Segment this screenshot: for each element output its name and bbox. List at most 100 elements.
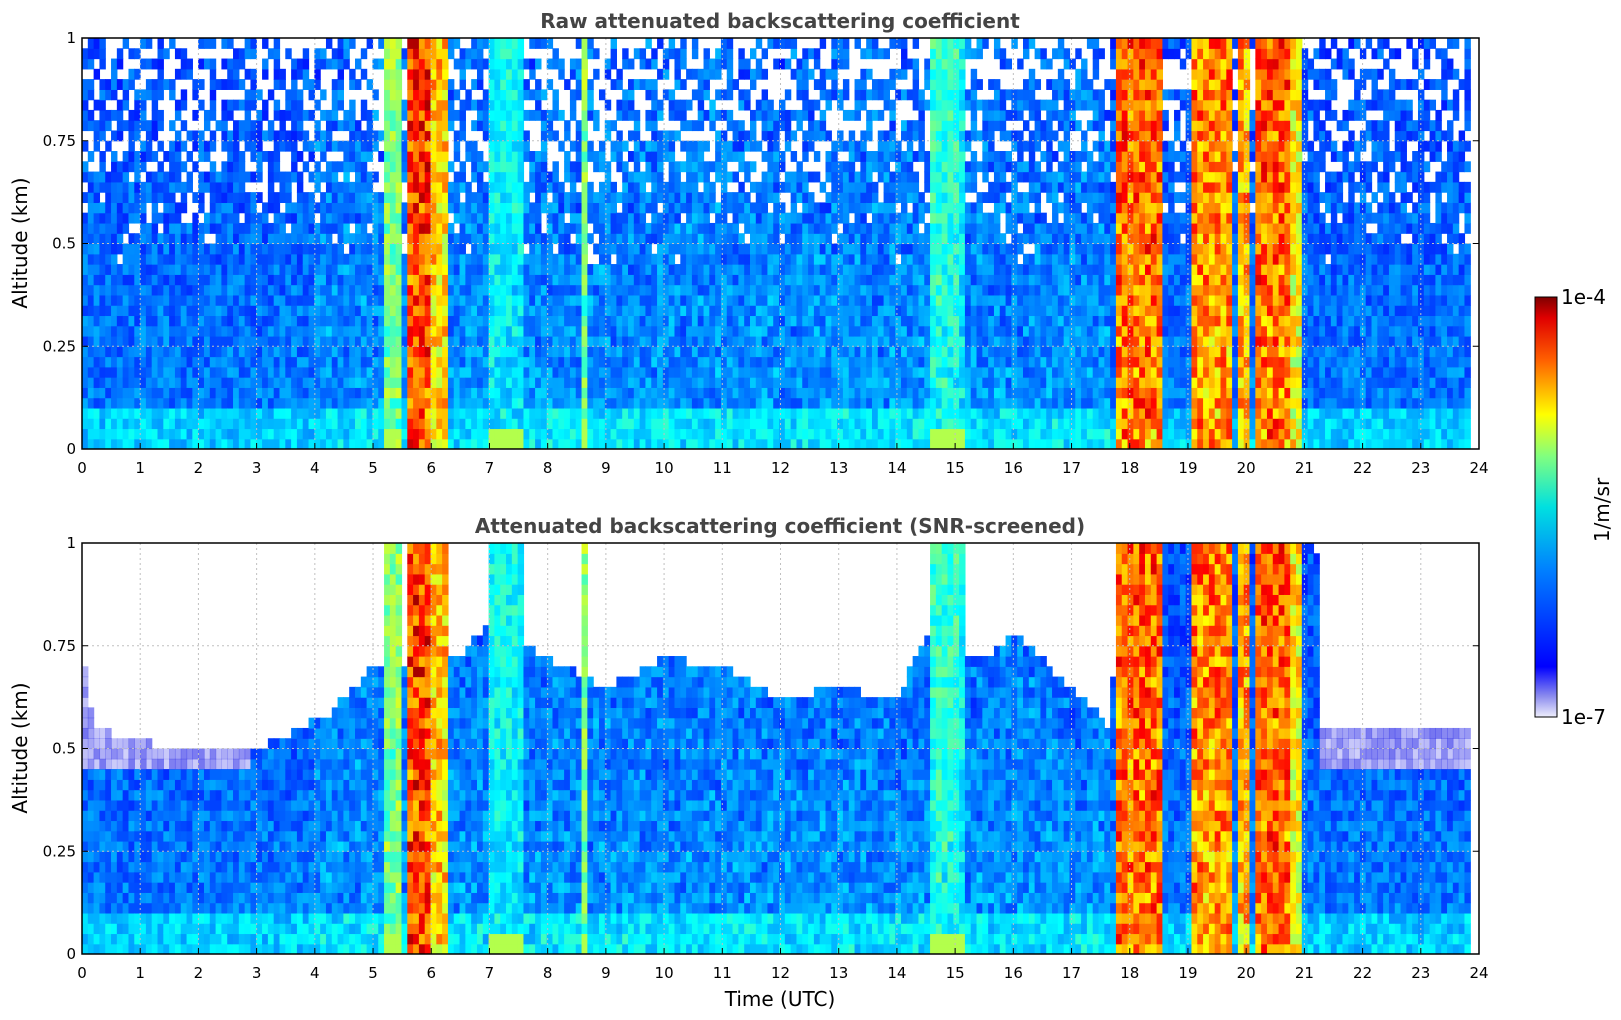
heatmap-cell [140,99,147,111]
heatmap-cell [471,120,478,132]
heatmap-cell [790,253,798,265]
heatmap-cell [598,89,606,101]
heatmap-cell [871,438,879,449]
heatmap-cell [250,99,257,111]
heatmap-cell [186,222,193,234]
heatmap-cell [738,377,745,388]
heatmap-cell [418,335,426,347]
heatmap-cell [320,212,327,224]
heatmap-cell [418,192,426,204]
heatmap-cell [174,130,182,142]
heatmap-cell [645,79,652,90]
heatmap-cell [401,48,408,60]
heatmap-cell [355,315,362,327]
heatmap-cell [529,407,536,419]
heatmap-cell [668,181,676,193]
heatmap-cell [831,315,838,327]
heatmap-cell [593,346,600,358]
heatmap-cell [238,202,246,214]
heatmap-cell [616,253,623,265]
heatmap-cell [296,222,304,234]
heatmap-cell [407,79,414,90]
heatmap-cell [476,161,484,173]
heatmap-cell [784,377,792,388]
heatmap-cell [697,335,705,347]
heatmap-cell [912,243,920,255]
heatmap-cell [703,58,710,70]
heatmap-cell [535,58,542,70]
heatmap-cell [895,335,902,347]
heatmap-cell [378,38,385,49]
heatmap-cell [320,305,327,317]
heatmap-cell [325,212,333,224]
heatmap-cell [709,253,716,265]
heatmap-cell [802,140,809,152]
heatmap-cell [314,366,321,378]
heatmap-cell [262,325,269,337]
heatmap-cell [360,171,368,183]
heatmap-cell [99,335,106,347]
heatmap-cell [378,264,385,275]
heatmap-cell [575,58,583,70]
heatmap-cell [105,294,112,306]
heatmap-cell [389,377,397,388]
heatmap-cell [895,438,902,449]
heatmap-cell [709,202,716,214]
heatmap-cell [308,346,315,358]
heatmap-cell [186,387,193,399]
heatmap-cell [709,305,716,317]
heatmap-cell [575,233,583,245]
heatmap-cell [703,284,710,296]
heatmap-cell [407,397,414,409]
heatmap-cell [773,202,780,214]
heatmap-cell [186,428,193,440]
heatmap-cell [686,212,693,224]
heatmap-cell [227,438,234,449]
heatmap-cell [302,325,310,337]
heatmap-cell [523,212,530,224]
heatmap-cell [418,202,426,214]
heatmap-cell [819,325,827,337]
heatmap-cell [273,315,281,327]
heatmap-cell [564,192,571,204]
heatmap-cell [87,181,95,193]
heatmap-cell [773,294,780,306]
heatmap-cell [476,68,484,80]
heatmap-cell [889,294,896,306]
heatmap-cell [854,109,861,121]
heatmap-cell [511,264,519,275]
heatmap-cell [604,366,612,378]
heatmap-cell [407,38,414,49]
heatmap-cell [209,109,217,121]
heatmap-cell [494,171,501,183]
heatmap-cell [825,284,832,296]
heatmap-cell [145,243,153,255]
heatmap-cell [569,274,577,286]
heatmap-cell [633,418,641,430]
heatmap-cell [384,274,391,286]
heatmap-cell [633,387,641,399]
heatmap-cell [442,274,449,286]
heatmap-cell [848,305,856,317]
heatmap-cell [784,243,792,255]
heatmap-cell [750,79,757,90]
heatmap-cell [430,99,437,111]
heatmap-cell [651,407,658,419]
heatmap-cell [372,407,379,419]
heatmap-cell [105,181,112,193]
heatmap-cell [842,294,850,306]
heatmap-cell [343,284,350,296]
heatmap-cell [674,428,681,440]
heatmap-cell [279,109,286,121]
heatmap-cell [906,233,914,245]
heatmap-cell [273,377,281,388]
heatmap-cell [877,233,885,245]
heatmap-cell [720,212,728,224]
heatmap-cell [628,171,635,183]
heatmap-cell [761,243,769,255]
heatmap-cell [436,212,443,224]
heatmap-cell [773,38,780,49]
heatmap-cell [331,171,339,183]
heatmap-cell [459,120,466,132]
heatmap-cell [453,130,461,142]
